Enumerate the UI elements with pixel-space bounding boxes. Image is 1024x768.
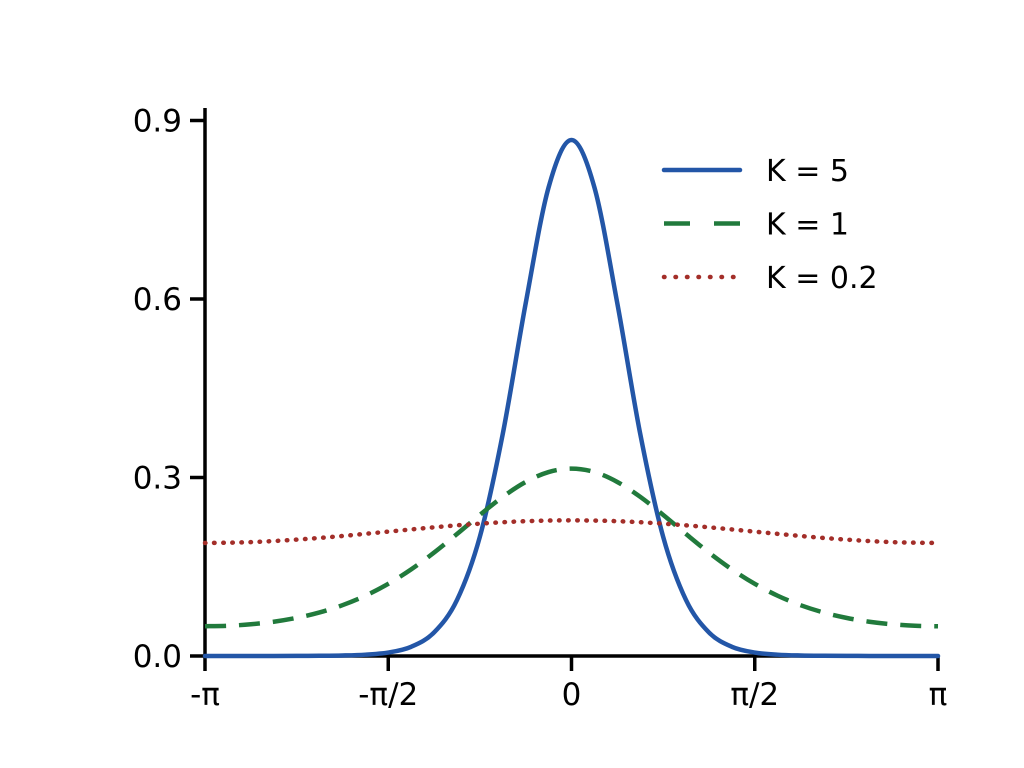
- legend-item: K = 5: [661, 154, 849, 189]
- y-axis-tick-label: 0.0: [133, 639, 182, 675]
- legend-item: K = 1: [664, 208, 849, 243]
- series-line-k-5: [202, 137, 941, 659]
- legend-label: K = 5: [766, 154, 849, 189]
- legend-label: K = 0.2: [766, 261, 878, 296]
- legend: K = 5 K = 1 K = 0.2: [661, 154, 878, 296]
- series-line-k-0.2: [202, 518, 941, 546]
- series-line-k-1: [204, 466, 939, 629]
- axis-spines: [203, 108, 938, 658]
- x-axis-tick-label: -π/2: [358, 677, 418, 713]
- x-axis-tick-label: π/2: [730, 677, 779, 713]
- x-axis-tick-label: -π: [190, 677, 220, 713]
- x-axis-tick-label: 0: [562, 677, 582, 713]
- legend-label: K = 1: [766, 208, 849, 243]
- y-axis-tick-label: 0.6: [133, 282, 182, 318]
- y-axis-tick-label: 0.3: [133, 461, 182, 497]
- y-axis-tick-label: 0.9: [133, 104, 182, 140]
- x-axis-tick-label: π: [929, 677, 948, 713]
- axes: 0.0 0.3 0.6 0.9 -π -π/2 0 π/2 π: [133, 104, 948, 714]
- legend-item: K = 0.2: [661, 261, 878, 296]
